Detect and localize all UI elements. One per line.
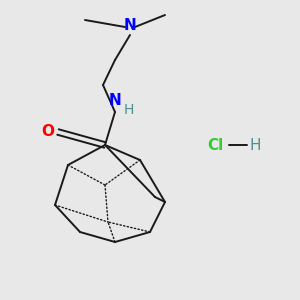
Text: N: N [109,93,122,108]
Text: Cl: Cl [207,137,223,152]
Text: H: H [124,103,134,117]
Text: N: N [124,18,136,33]
Text: H: H [249,137,261,152]
Text: O: O [41,124,55,140]
